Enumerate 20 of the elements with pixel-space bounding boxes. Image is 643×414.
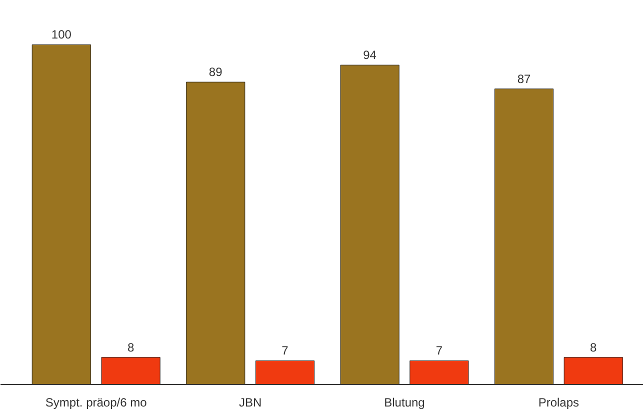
data-label: 94 bbox=[363, 48, 377, 62]
bar bbox=[340, 64, 400, 384]
data-label: 8 bbox=[127, 340, 134, 354]
bar bbox=[564, 357, 623, 384]
data-label: 7 bbox=[282, 344, 289, 358]
x-tick-label: Blutung bbox=[384, 396, 425, 410]
data-label: 8 bbox=[590, 340, 598, 354]
bar bbox=[32, 44, 91, 384]
data-label: 100 bbox=[51, 28, 72, 42]
bar bbox=[101, 357, 160, 384]
data-label: 89 bbox=[208, 65, 223, 80]
bar bbox=[186, 82, 246, 384]
bar bbox=[410, 360, 469, 384]
bar bbox=[255, 360, 315, 384]
x-tick-label: JBN bbox=[238, 396, 262, 410]
x-tick-label: Prolaps bbox=[538, 396, 580, 410]
data-label: 7 bbox=[436, 344, 443, 358]
bar bbox=[494, 88, 554, 384]
data-label: 87 bbox=[517, 72, 531, 86]
x-tick-label: Sympt. präop/6 mo bbox=[45, 396, 148, 410]
